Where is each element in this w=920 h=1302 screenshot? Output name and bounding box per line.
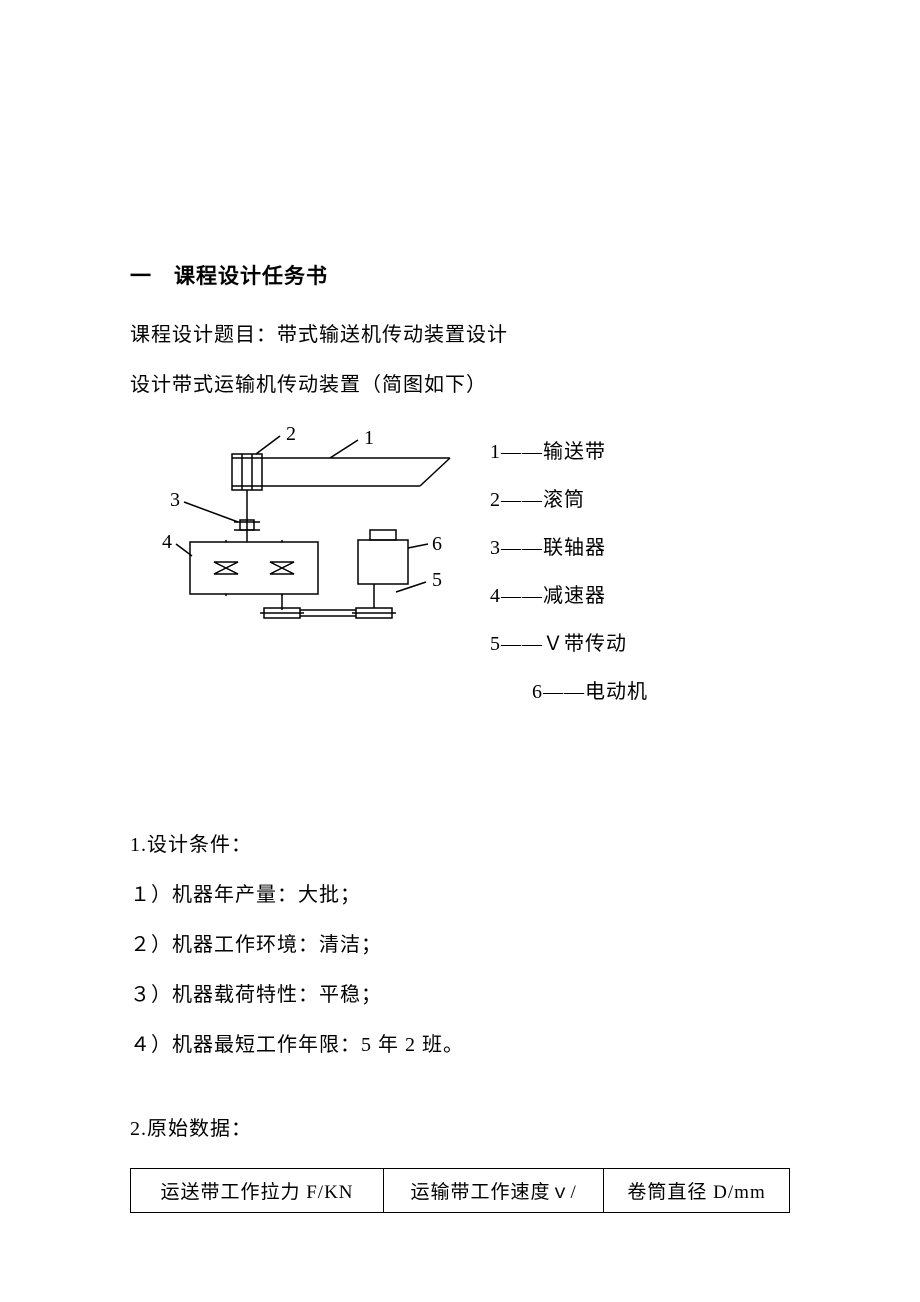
legend-text: ――Ｖ带传动 — [501, 633, 627, 655]
legend-item-5: 5――Ｖ带传动 — [490, 620, 648, 668]
condition-1: １）机器年产量：大批； — [130, 876, 790, 914]
section2-title: 2.原始数据： — [130, 1110, 790, 1148]
section-one-heading: 一 课程设计任务书 — [130, 260, 790, 290]
legend-text: ――减速器 — [501, 585, 606, 607]
legend-num: 3 — [490, 537, 501, 559]
svg-text:4: 4 — [162, 531, 172, 553]
condition-2: ２）机器工作环境：清洁； — [130, 926, 790, 964]
data-table: 运送带工作拉力 F/KN 运输带工作速度ｖ/ 卷筒直径 D/mm — [130, 1168, 790, 1213]
condition-4: ４）机器最短工作年限：5 年 2 班。 — [130, 1026, 790, 1064]
legend-text: ――联轴器 — [501, 537, 606, 559]
legend-text: ――电动机 — [543, 681, 648, 703]
legend-num: 5 — [490, 633, 501, 655]
diagram-legend: 1――输送带 2――滚筒 3――联轴器 4――减速器 5――Ｖ带传动 6――电动… — [490, 422, 648, 716]
table-row: 运送带工作拉力 F/KN 运输带工作速度ｖ/ 卷筒直径 D/mm — [131, 1169, 790, 1213]
table-header-3: 卷筒直径 D/mm — [604, 1169, 790, 1213]
svg-text:2: 2 — [286, 423, 296, 445]
diagram-row: 2 1 3 4 6 5 1――输送带 2――滚筒 3――联轴器 4――减速器 5… — [130, 422, 790, 716]
legend-num: 4 — [490, 585, 501, 607]
subject-line: 课程设计题目：带式输送机传动装置设计 — [130, 316, 790, 354]
svg-text:3: 3 — [170, 489, 180, 511]
legend-num: 6 — [532, 681, 543, 703]
legend-item-2: 2――滚筒 — [490, 476, 648, 524]
legend-item-3: 3――联轴器 — [490, 524, 648, 572]
design-line: 设计带式运输机传动装置（简图如下） — [130, 366, 790, 404]
legend-num: 2 — [490, 489, 501, 511]
svg-text:6: 6 — [432, 533, 442, 555]
legend-text: ――输送带 — [501, 441, 606, 463]
section1-title: 1.设计条件： — [130, 826, 790, 864]
table-header-2: 运输带工作速度ｖ/ — [384, 1169, 604, 1213]
table-header-1: 运送带工作拉力 F/KN — [131, 1169, 384, 1213]
legend-item-4: 4――减速器 — [490, 572, 648, 620]
condition-3: ３）机器载荷特性：平稳； — [130, 976, 790, 1014]
legend-item-1: 1――输送带 — [490, 428, 648, 476]
svg-text:1: 1 — [364, 427, 374, 449]
svg-text:5: 5 — [432, 569, 442, 591]
legend-item-6: 6――电动机 — [490, 668, 648, 716]
legend-num: 1 — [490, 441, 501, 463]
schematic-diagram: 2 1 3 4 6 5 — [160, 422, 460, 652]
legend-text: ――滚筒 — [501, 489, 585, 511]
